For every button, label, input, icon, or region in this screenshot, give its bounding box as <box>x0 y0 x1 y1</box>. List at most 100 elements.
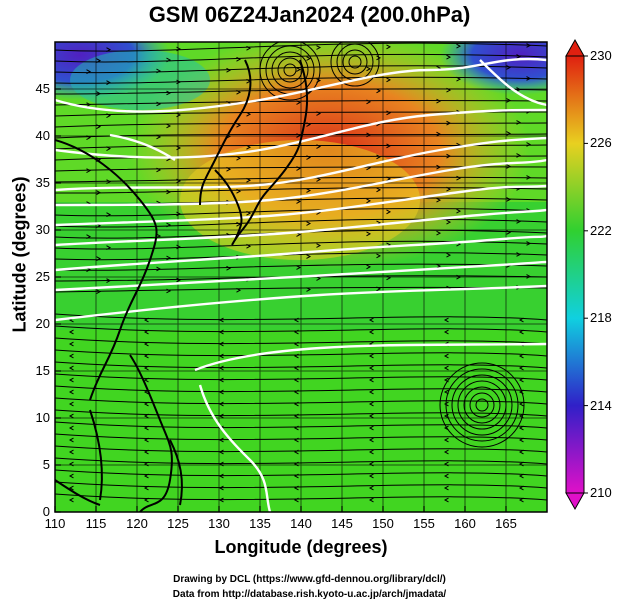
streamline <box>55 122 547 128</box>
streamline-arrow <box>306 155 312 160</box>
x-tick-label: 150 <box>372 516 394 531</box>
y-tick-label: 35 <box>35 175 50 190</box>
streamline-arrow <box>526 76 532 81</box>
streamline-arrow <box>518 317 524 323</box>
streamline-arrow <box>156 233 162 239</box>
streamline-arrow <box>293 389 299 395</box>
streamline-arrow <box>96 256 102 262</box>
streamline-arrow <box>68 473 74 479</box>
streamline-arrow <box>143 437 149 443</box>
streamline <box>55 397 547 405</box>
streamline-arrow <box>436 197 442 203</box>
streamline <box>55 88 547 95</box>
streamline-arrow <box>368 485 374 491</box>
streamline-arrow <box>293 401 299 407</box>
streamline-arrow <box>506 98 512 103</box>
streamline-arrow <box>368 329 374 335</box>
streamline-arrow <box>518 437 524 443</box>
streamline-arrow <box>293 341 299 347</box>
map-title: GSM 06Z24Jan2024 (200.0hPa) <box>148 2 471 27</box>
streamline-arrow <box>368 437 374 443</box>
streamline <box>55 187 547 194</box>
colorbar-tick-label: 222 <box>590 222 612 238</box>
streamline-arrow <box>526 241 532 246</box>
streamline-arrow <box>68 353 74 359</box>
streamline-arrow <box>386 176 392 182</box>
vortex-streamline <box>475 398 489 412</box>
streamline-arrow <box>236 56 242 62</box>
streamline-arrow <box>368 401 374 407</box>
streamline-arrow <box>518 425 524 431</box>
streamline-arrow <box>293 497 299 503</box>
streamline-arrow <box>443 329 449 335</box>
streamline <box>55 445 547 453</box>
x-tick-label: 130 <box>208 516 230 531</box>
streamline-arrow <box>68 449 74 455</box>
streamline-arrow <box>293 353 299 359</box>
streamline-arrow <box>518 497 524 503</box>
streamline-arrow <box>218 485 224 491</box>
streamline-arrow <box>68 401 74 407</box>
streamline <box>55 457 547 465</box>
streamline-arrow <box>246 111 252 117</box>
streamline-arrow <box>368 317 374 323</box>
colorbar-tick-label: 218 <box>590 310 612 326</box>
streamline-arrow <box>68 413 74 419</box>
y-tick-label: 5 <box>42 457 50 472</box>
streamline-arrow <box>156 134 162 140</box>
streamline-arrow <box>518 365 524 371</box>
streamline-arrow <box>366 165 372 171</box>
streamline-arrow <box>446 186 452 192</box>
streamline-arrow <box>296 265 302 270</box>
streamline-arrow <box>516 87 522 92</box>
vortex-streamline <box>330 42 380 87</box>
streamline <box>55 409 547 417</box>
streamline-arrow <box>218 449 224 455</box>
streamline-arrow <box>218 497 224 503</box>
streamline-arrow <box>506 131 512 136</box>
streamline-arrow <box>86 234 92 240</box>
streamline-arrow <box>218 329 224 335</box>
streamline-arrow <box>443 389 449 395</box>
streamline-arrow <box>293 377 299 383</box>
streamline-arrow <box>376 55 382 61</box>
streamline-arrow <box>366 231 372 237</box>
streamline-arrow <box>456 274 462 280</box>
streamline-arrow <box>306 221 312 226</box>
streamline-arrow <box>368 449 374 455</box>
streamline-arrow <box>86 69 92 75</box>
streamline <box>55 349 547 357</box>
streamline-arrow <box>443 365 449 371</box>
streamline-arrow <box>506 164 512 169</box>
streamline-arrow <box>306 188 312 193</box>
streamline-arrow <box>86 102 92 108</box>
y-tick-label: 30 <box>35 222 50 237</box>
streamline-arrow <box>443 461 449 467</box>
streamline-arrow <box>68 485 74 491</box>
coastlines <box>55 59 309 512</box>
streamline-arrow <box>96 91 102 97</box>
streamline-arrow <box>443 449 449 455</box>
streamline-arrow <box>176 112 182 118</box>
streamline-arrow <box>86 135 92 141</box>
streamline-arrow <box>236 221 242 227</box>
streamline-arrow <box>443 497 449 503</box>
streamline-arrow <box>386 77 392 83</box>
streamline-arrow <box>96 58 102 64</box>
streamline-arrow <box>443 473 449 479</box>
streamline-arrow <box>446 252 452 258</box>
streamline-arrow <box>366 198 372 204</box>
streamline-arrow <box>68 329 74 335</box>
streamline-arrow <box>176 244 182 250</box>
streamline-arrow <box>106 245 112 251</box>
streamline <box>55 155 547 161</box>
x-tick-label: 145 <box>331 516 353 531</box>
streamline-arrow <box>176 211 182 217</box>
streamline <box>55 373 547 381</box>
streamline-arrow <box>68 497 74 503</box>
streamline-arrow <box>166 255 172 261</box>
streamline-arrow <box>316 111 322 116</box>
streamline-arrow <box>106 113 112 119</box>
y-tick-label: 40 <box>35 128 50 143</box>
vortex-streamline <box>439 362 525 448</box>
